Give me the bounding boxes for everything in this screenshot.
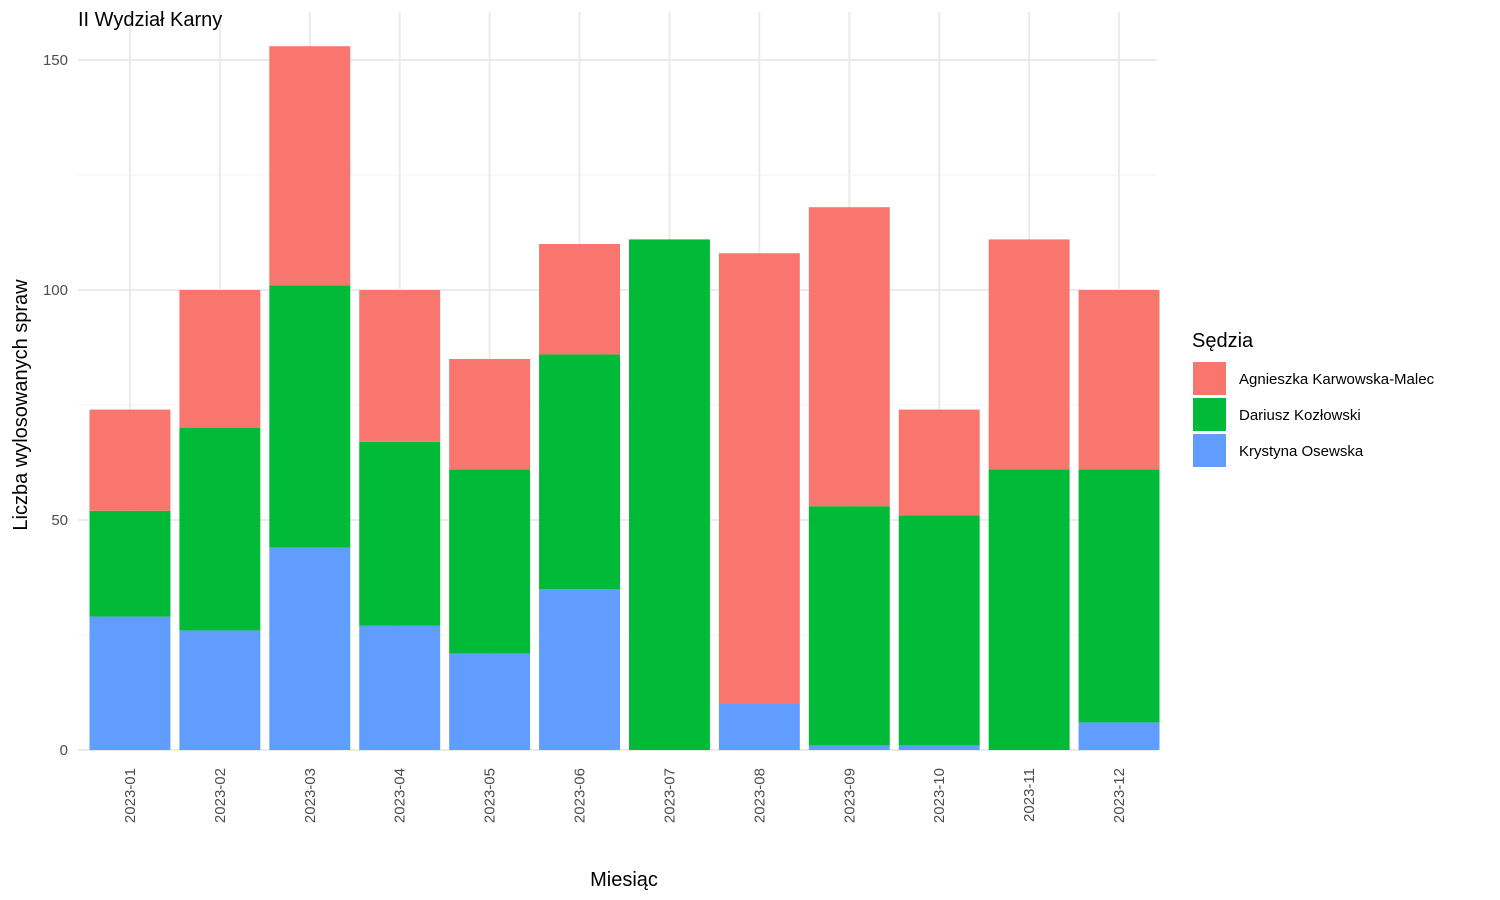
legend: Sędzia Agnieszka Karwowska-Malec Dariusz … bbox=[1192, 330, 1435, 467]
bar-segment bbox=[898, 515, 980, 746]
bar-segment bbox=[89, 409, 171, 511]
legend-label: Agnieszka Karwowska-Malec bbox=[1239, 371, 1435, 388]
bar-segment bbox=[808, 207, 890, 507]
x-tick-label: 2023-01 bbox=[122, 768, 139, 823]
x-tick-label: 2023-10 bbox=[931, 768, 948, 823]
bar-segment bbox=[359, 441, 441, 626]
x-tick-label: 2023-05 bbox=[482, 768, 499, 823]
x-tick-label: 2023-12 bbox=[1111, 768, 1128, 823]
legend-title: Sędzia bbox=[1192, 330, 1254, 352]
bar-segment bbox=[539, 354, 621, 589]
x-tick-label: 2023-11 bbox=[1021, 768, 1038, 822]
legend-label: Krystyna Osewska bbox=[1239, 443, 1364, 460]
bar-segment bbox=[359, 625, 441, 750]
legend-swatch bbox=[1193, 434, 1226, 467]
x-axis-title: Miesiąc bbox=[590, 869, 658, 891]
bar-segment bbox=[179, 428, 261, 631]
x-tick-label: 2023-04 bbox=[392, 768, 409, 823]
bar-segment bbox=[449, 469, 531, 654]
x-tick-label: 2023-03 bbox=[302, 768, 319, 823]
bar-segment bbox=[359, 290, 441, 442]
bar-segment bbox=[179, 630, 261, 750]
bar-segment bbox=[898, 409, 980, 516]
bar-segment bbox=[269, 46, 351, 286]
bar-segment bbox=[718, 253, 800, 704]
x-tick-label: 2023-07 bbox=[661, 768, 678, 823]
bars bbox=[89, 46, 1160, 750]
bar-segment bbox=[1078, 722, 1160, 750]
bar-segment bbox=[718, 704, 800, 750]
bar-segment bbox=[449, 359, 531, 470]
x-tick-label: 2023-06 bbox=[572, 768, 589, 823]
y-tick-label: 150 bbox=[43, 52, 68, 69]
bar-segment bbox=[89, 616, 171, 750]
y-axis-ticks: 0 50 100 150 bbox=[43, 52, 68, 759]
bar-segment bbox=[808, 506, 890, 746]
x-tick-label: 2023-09 bbox=[841, 768, 858, 823]
legend-label: Dariusz Kozłowski bbox=[1239, 407, 1361, 424]
bar-segment bbox=[1078, 469, 1160, 723]
y-tick-label: 100 bbox=[43, 282, 68, 299]
bar-segment bbox=[449, 653, 531, 750]
legend-swatch bbox=[1193, 362, 1226, 395]
x-tick-label: 2023-08 bbox=[751, 768, 768, 823]
y-tick-label: 50 bbox=[51, 512, 68, 529]
legend-swatch bbox=[1193, 398, 1226, 431]
bar-segment bbox=[539, 589, 621, 750]
bar-segment bbox=[808, 745, 890, 750]
bar-segment bbox=[988, 239, 1070, 470]
bar-segment bbox=[269, 547, 351, 750]
bar-segment bbox=[89, 510, 171, 617]
bar-segment bbox=[179, 290, 261, 428]
x-tick-label: 2023-02 bbox=[212, 768, 229, 823]
y-tick-label: 0 bbox=[60, 742, 68, 759]
bar-segment bbox=[898, 745, 980, 750]
x-axis-ticks: 2023-01 2023-02 2023-03 2023-04 2023-05 2023-… bbox=[122, 768, 1128, 823]
chart-title: II Wydział Karny bbox=[78, 9, 222, 31]
bar-segment bbox=[539, 244, 621, 355]
bar-segment bbox=[628, 239, 710, 750]
bar-segment bbox=[269, 285, 351, 548]
y-axis-title: Liczba wylosowanych spraw bbox=[10, 279, 32, 531]
bar-segment bbox=[1078, 290, 1160, 470]
bar-segment bbox=[988, 469, 1070, 750]
